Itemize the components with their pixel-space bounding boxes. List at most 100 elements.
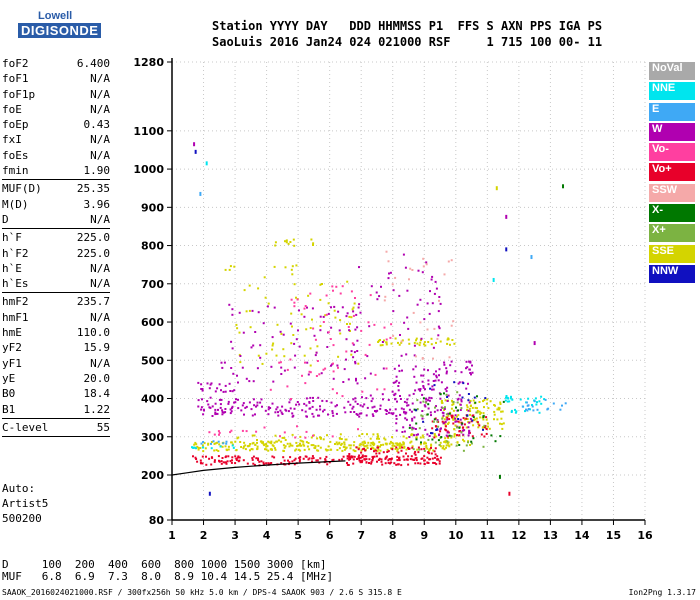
chart-trace-curve bbox=[171, 460, 346, 476]
echo-point-nne bbox=[219, 445, 222, 448]
echo-point-w bbox=[230, 407, 233, 410]
echo-point-w bbox=[262, 322, 265, 325]
echo-point-w bbox=[392, 289, 395, 292]
echo-point-w bbox=[390, 412, 393, 415]
echo-point-x- bbox=[418, 427, 421, 430]
echo-point-ssw bbox=[450, 324, 453, 327]
echo-point-vo- bbox=[278, 361, 281, 364]
echo-point-w bbox=[445, 370, 448, 373]
echo-point-nne bbox=[524, 410, 526, 413]
echo-point-w bbox=[342, 381, 345, 383]
echo-point-x- bbox=[470, 440, 473, 443]
echo-point-vo- bbox=[423, 459, 426, 462]
echo-point-sse bbox=[289, 444, 292, 447]
echo-point-w bbox=[214, 390, 217, 393]
echo-point-w bbox=[438, 296, 441, 298]
param-value: 3.96 bbox=[83, 197, 111, 211]
echo-point-w bbox=[287, 410, 290, 413]
echo-point-vo- bbox=[405, 452, 407, 455]
echo-point-sse bbox=[290, 342, 293, 345]
echo-point-sse bbox=[379, 344, 382, 347]
echo-point-vo- bbox=[217, 455, 220, 458]
echo-point-vo- bbox=[257, 459, 260, 461]
echo-point-x- bbox=[413, 408, 416, 411]
echo-point-w bbox=[312, 415, 315, 418]
echo-point-w bbox=[431, 275, 434, 278]
echo-point-vo- bbox=[483, 426, 486, 429]
echo-point-sse bbox=[442, 447, 445, 449]
echo-point-w bbox=[398, 364, 400, 367]
echo-point-vo- bbox=[346, 455, 349, 458]
echo-point-x- bbox=[470, 442, 473, 445]
echo-point-w bbox=[389, 408, 392, 411]
echo-point-w bbox=[381, 393, 384, 396]
echo-point-w bbox=[405, 353, 408, 356]
echo-point-vo- bbox=[380, 460, 383, 463]
echo-point-w bbox=[421, 410, 424, 412]
echo-point-w bbox=[440, 381, 443, 384]
echo-point-nne bbox=[195, 447, 197, 450]
echo-point-vo- bbox=[361, 454, 364, 457]
param-name: yE bbox=[2, 371, 16, 385]
echo-point-vo- bbox=[413, 459, 416, 461]
echo-point-vo- bbox=[253, 463, 256, 466]
echo-point-w bbox=[343, 406, 346, 409]
echo-point-sse bbox=[197, 446, 200, 449]
x-tick-label: 14 bbox=[574, 529, 590, 542]
echo-point-sse bbox=[292, 334, 295, 336]
echo-point-vo- bbox=[329, 338, 332, 340]
echo-point-w bbox=[336, 404, 338, 407]
header-values: SaoLuis 2016 Jan24 024 021000 RSF 1 715 … bbox=[212, 35, 603, 49]
echo-point-w bbox=[446, 431, 449, 434]
echo-point-sse bbox=[213, 442, 216, 445]
echo-point-vo- bbox=[434, 447, 437, 450]
echo-point-sse bbox=[326, 434, 328, 437]
echo-point-vo- bbox=[282, 456, 285, 459]
echo-point-w bbox=[289, 322, 292, 325]
echo-point-w bbox=[275, 408, 278, 411]
echo-point-sse bbox=[496, 418, 499, 421]
echo-point-sse bbox=[348, 444, 351, 447]
echo-point-w bbox=[242, 331, 245, 334]
echo-point-nne bbox=[210, 447, 213, 450]
echo-point-w bbox=[468, 368, 471, 371]
echo-point-nnw bbox=[473, 396, 476, 399]
echo-point-sse bbox=[264, 296, 267, 299]
echo-point-ssw bbox=[422, 265, 425, 268]
echo-point-sse bbox=[295, 296, 297, 299]
echo-point-w bbox=[438, 434, 440, 437]
echo-point-sse bbox=[282, 449, 285, 452]
echo-point-e bbox=[525, 401, 528, 404]
echo-point-sse bbox=[322, 438, 325, 441]
echo-point-vo- bbox=[346, 457, 349, 460]
echo-point-e bbox=[225, 440, 228, 443]
param-row: hmF1 N/A bbox=[2, 310, 110, 325]
echo-point-w bbox=[353, 351, 356, 354]
echo-point-vo- bbox=[208, 457, 211, 460]
echo-point-sse bbox=[496, 408, 499, 411]
echo-point-sse bbox=[389, 440, 392, 443]
echo-point-w bbox=[468, 429, 471, 432]
x-tick-label: 15 bbox=[606, 529, 621, 542]
echo-point-x- bbox=[422, 397, 425, 400]
echo-point-nne bbox=[531, 404, 533, 406]
echo-point-w bbox=[211, 405, 214, 408]
echo-point-vo- bbox=[208, 431, 211, 434]
echo-point-sse bbox=[272, 342, 275, 345]
echo-point-vo- bbox=[398, 457, 400, 460]
echo-point-sse bbox=[329, 440, 332, 443]
echo-point-sse bbox=[452, 418, 455, 421]
echo-point-sse bbox=[288, 445, 291, 448]
echo-point-w bbox=[435, 374, 438, 377]
echo-point-vo- bbox=[283, 459, 286, 462]
echo-point-ssw bbox=[443, 273, 446, 276]
direction-legend: NoVal NNE E W Vo- Vo+ SSW X- X+ SSE NNW bbox=[649, 62, 695, 285]
echo-point-sse bbox=[430, 343, 433, 346]
echo-point-w bbox=[438, 374, 440, 377]
echo-point-w bbox=[360, 412, 363, 415]
echo-point-vo- bbox=[360, 451, 363, 454]
echo-point-sse bbox=[363, 440, 366, 443]
echo-point-w bbox=[256, 367, 259, 370]
echo-point-sse bbox=[246, 445, 249, 448]
param-value: N/A bbox=[90, 148, 110, 162]
